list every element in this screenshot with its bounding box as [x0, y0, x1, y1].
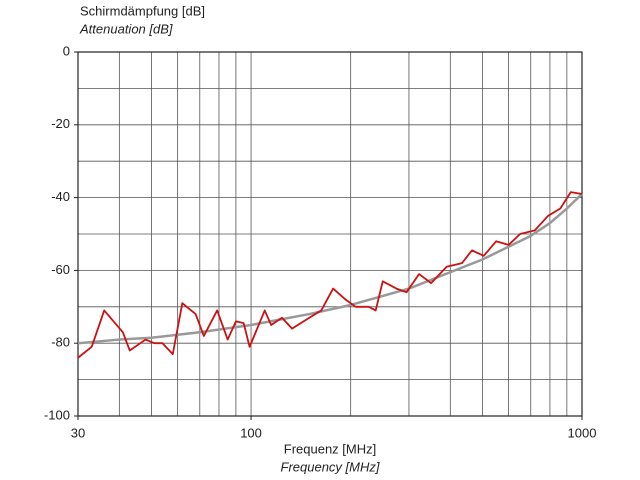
- y-tick-label: -80: [51, 335, 70, 350]
- y-axis-label-en: Attenuation [dB]: [79, 21, 173, 36]
- x-axis-label-en: Frequency [MHz]: [281, 459, 380, 474]
- x-tick-label: 100: [240, 425, 262, 440]
- x-tick-label: 30: [71, 425, 85, 440]
- y-axis-label: Schirmdämpfung [dB]: [80, 3, 205, 18]
- plot-frame: [77, 51, 583, 417]
- series-line: [77, 193, 583, 345]
- y-tick-label: -20: [51, 116, 70, 131]
- x-axis-label: Frequenz [MHz]: [284, 441, 376, 456]
- x-tick-label: 1000: [568, 425, 597, 440]
- y-tick-label: -60: [51, 262, 70, 277]
- y-tick-label: 0: [63, 43, 70, 58]
- y-tick-label: -40: [51, 189, 70, 204]
- series-line: [77, 191, 583, 359]
- y-tick-label: -100: [44, 407, 70, 422]
